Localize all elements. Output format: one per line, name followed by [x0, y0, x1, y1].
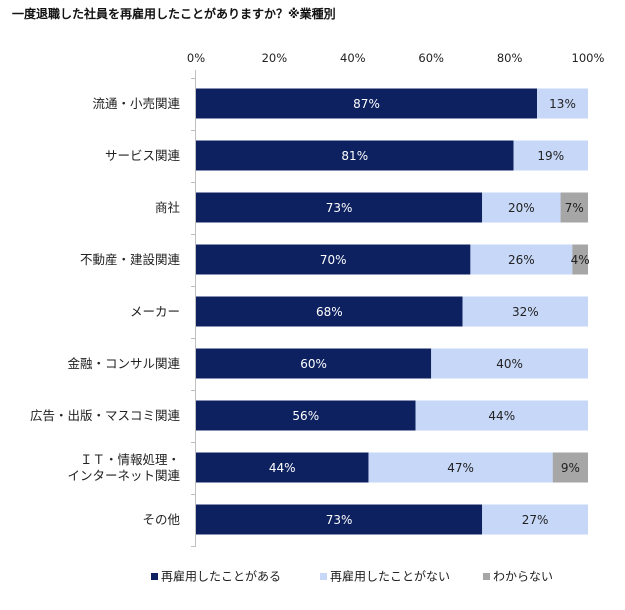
- category-label: 金融・コンサル関連: [67, 356, 180, 371]
- x-tick-label: 80%: [497, 51, 523, 65]
- x-tick-label: 20%: [262, 51, 288, 65]
- bar-segment: [196, 192, 483, 223]
- category-label: 広告・出版・マスコミ関連: [30, 408, 181, 423]
- bar-value-label: 70%: [320, 253, 347, 267]
- bar-value-label: 47%: [447, 461, 474, 475]
- bar-segment: [196, 504, 483, 535]
- bar-value-label: 81%: [341, 149, 368, 163]
- bar-segment: [196, 140, 514, 171]
- bar-value-label: 32%: [512, 305, 539, 319]
- bar-segment: [552, 452, 588, 483]
- bar-segment: [462, 296, 588, 327]
- category-label: 流通・小売関連: [92, 96, 180, 111]
- bar-segment: [196, 244, 471, 275]
- bar-value-label: 4%: [571, 253, 590, 267]
- bar-value-label: 26%: [508, 253, 535, 267]
- legend-swatch: [320, 573, 327, 580]
- bar-segment: [482, 192, 561, 223]
- bar-value-label: 40%: [496, 357, 523, 371]
- bars: 87% 13% 81% 19% 73% 20% 7% 70% 26% 4% 68% 32% 60% 40%…: [196, 88, 590, 535]
- bar-segment: [196, 452, 369, 483]
- bar-segment: [368, 452, 553, 483]
- bar-segment: [196, 88, 538, 119]
- category-label: メーカー: [130, 304, 180, 319]
- bar-value-label: 56%: [292, 409, 319, 423]
- legend-label: 再雇用したことがある: [161, 569, 281, 584]
- bar-value-label: 44%: [269, 461, 296, 475]
- bar-segment: [470, 244, 573, 275]
- legend: 再雇用したことがある 再雇用したことがない わからない: [151, 569, 553, 584]
- category-label: ＩＴ・情報処理・インターネット関連: [67, 452, 180, 483]
- x-tick-label: 40%: [340, 51, 366, 65]
- chart-title: 一度退職した社員を再雇用したことがありますか？※業種別: [12, 6, 336, 21]
- bar-segment: [196, 400, 416, 431]
- x-tick-label: 0%: [187, 51, 205, 65]
- category-label: その他: [142, 512, 180, 527]
- bar-segment: [196, 296, 463, 327]
- legend-label: わからない: [493, 570, 553, 584]
- category-label: 不動産・建設関連: [80, 252, 181, 267]
- bar-value-label: 87%: [353, 97, 380, 111]
- bar-segment: [431, 348, 588, 379]
- bar-value-label: 68%: [316, 305, 343, 319]
- legend-swatch: [151, 573, 158, 580]
- x-tick-label: 100%: [572, 51, 605, 65]
- category-labels: 流通・小売関連サービス関連商社不動産・建設関連メーカー金融・コンサル関連広告・出…: [30, 96, 181, 527]
- bar-segment: [560, 192, 588, 223]
- bar-segment: [196, 348, 432, 379]
- x-tick-label: 60%: [418, 51, 444, 65]
- bar-value-label: 73%: [326, 513, 353, 527]
- legend-label: 再雇用したことがない: [330, 569, 450, 584]
- bar-value-label: 19%: [537, 149, 564, 163]
- bar-value-label: 13%: [549, 97, 576, 111]
- bar-value-label: 9%: [561, 461, 580, 475]
- bar-value-label: 7%: [565, 201, 584, 215]
- bar-segment: [572, 244, 588, 275]
- bar-value-label: 44%: [488, 409, 515, 423]
- bar-segment: [513, 140, 588, 171]
- bar-value-label: 20%: [508, 201, 535, 215]
- bar-value-label: 27%: [522, 513, 549, 527]
- category-label: サービス関連: [105, 148, 181, 163]
- bar-value-label: 73%: [326, 201, 353, 215]
- legend-swatch: [483, 573, 490, 580]
- category-label: 商社: [155, 200, 180, 215]
- bar-segment: [537, 88, 588, 119]
- bar-segment: [482, 504, 588, 535]
- bar-segment: [415, 400, 588, 431]
- bar-value-label: 60%: [300, 357, 327, 371]
- x-axis: 0% 20% 40% 60% 80% 100%: [187, 51, 605, 547]
